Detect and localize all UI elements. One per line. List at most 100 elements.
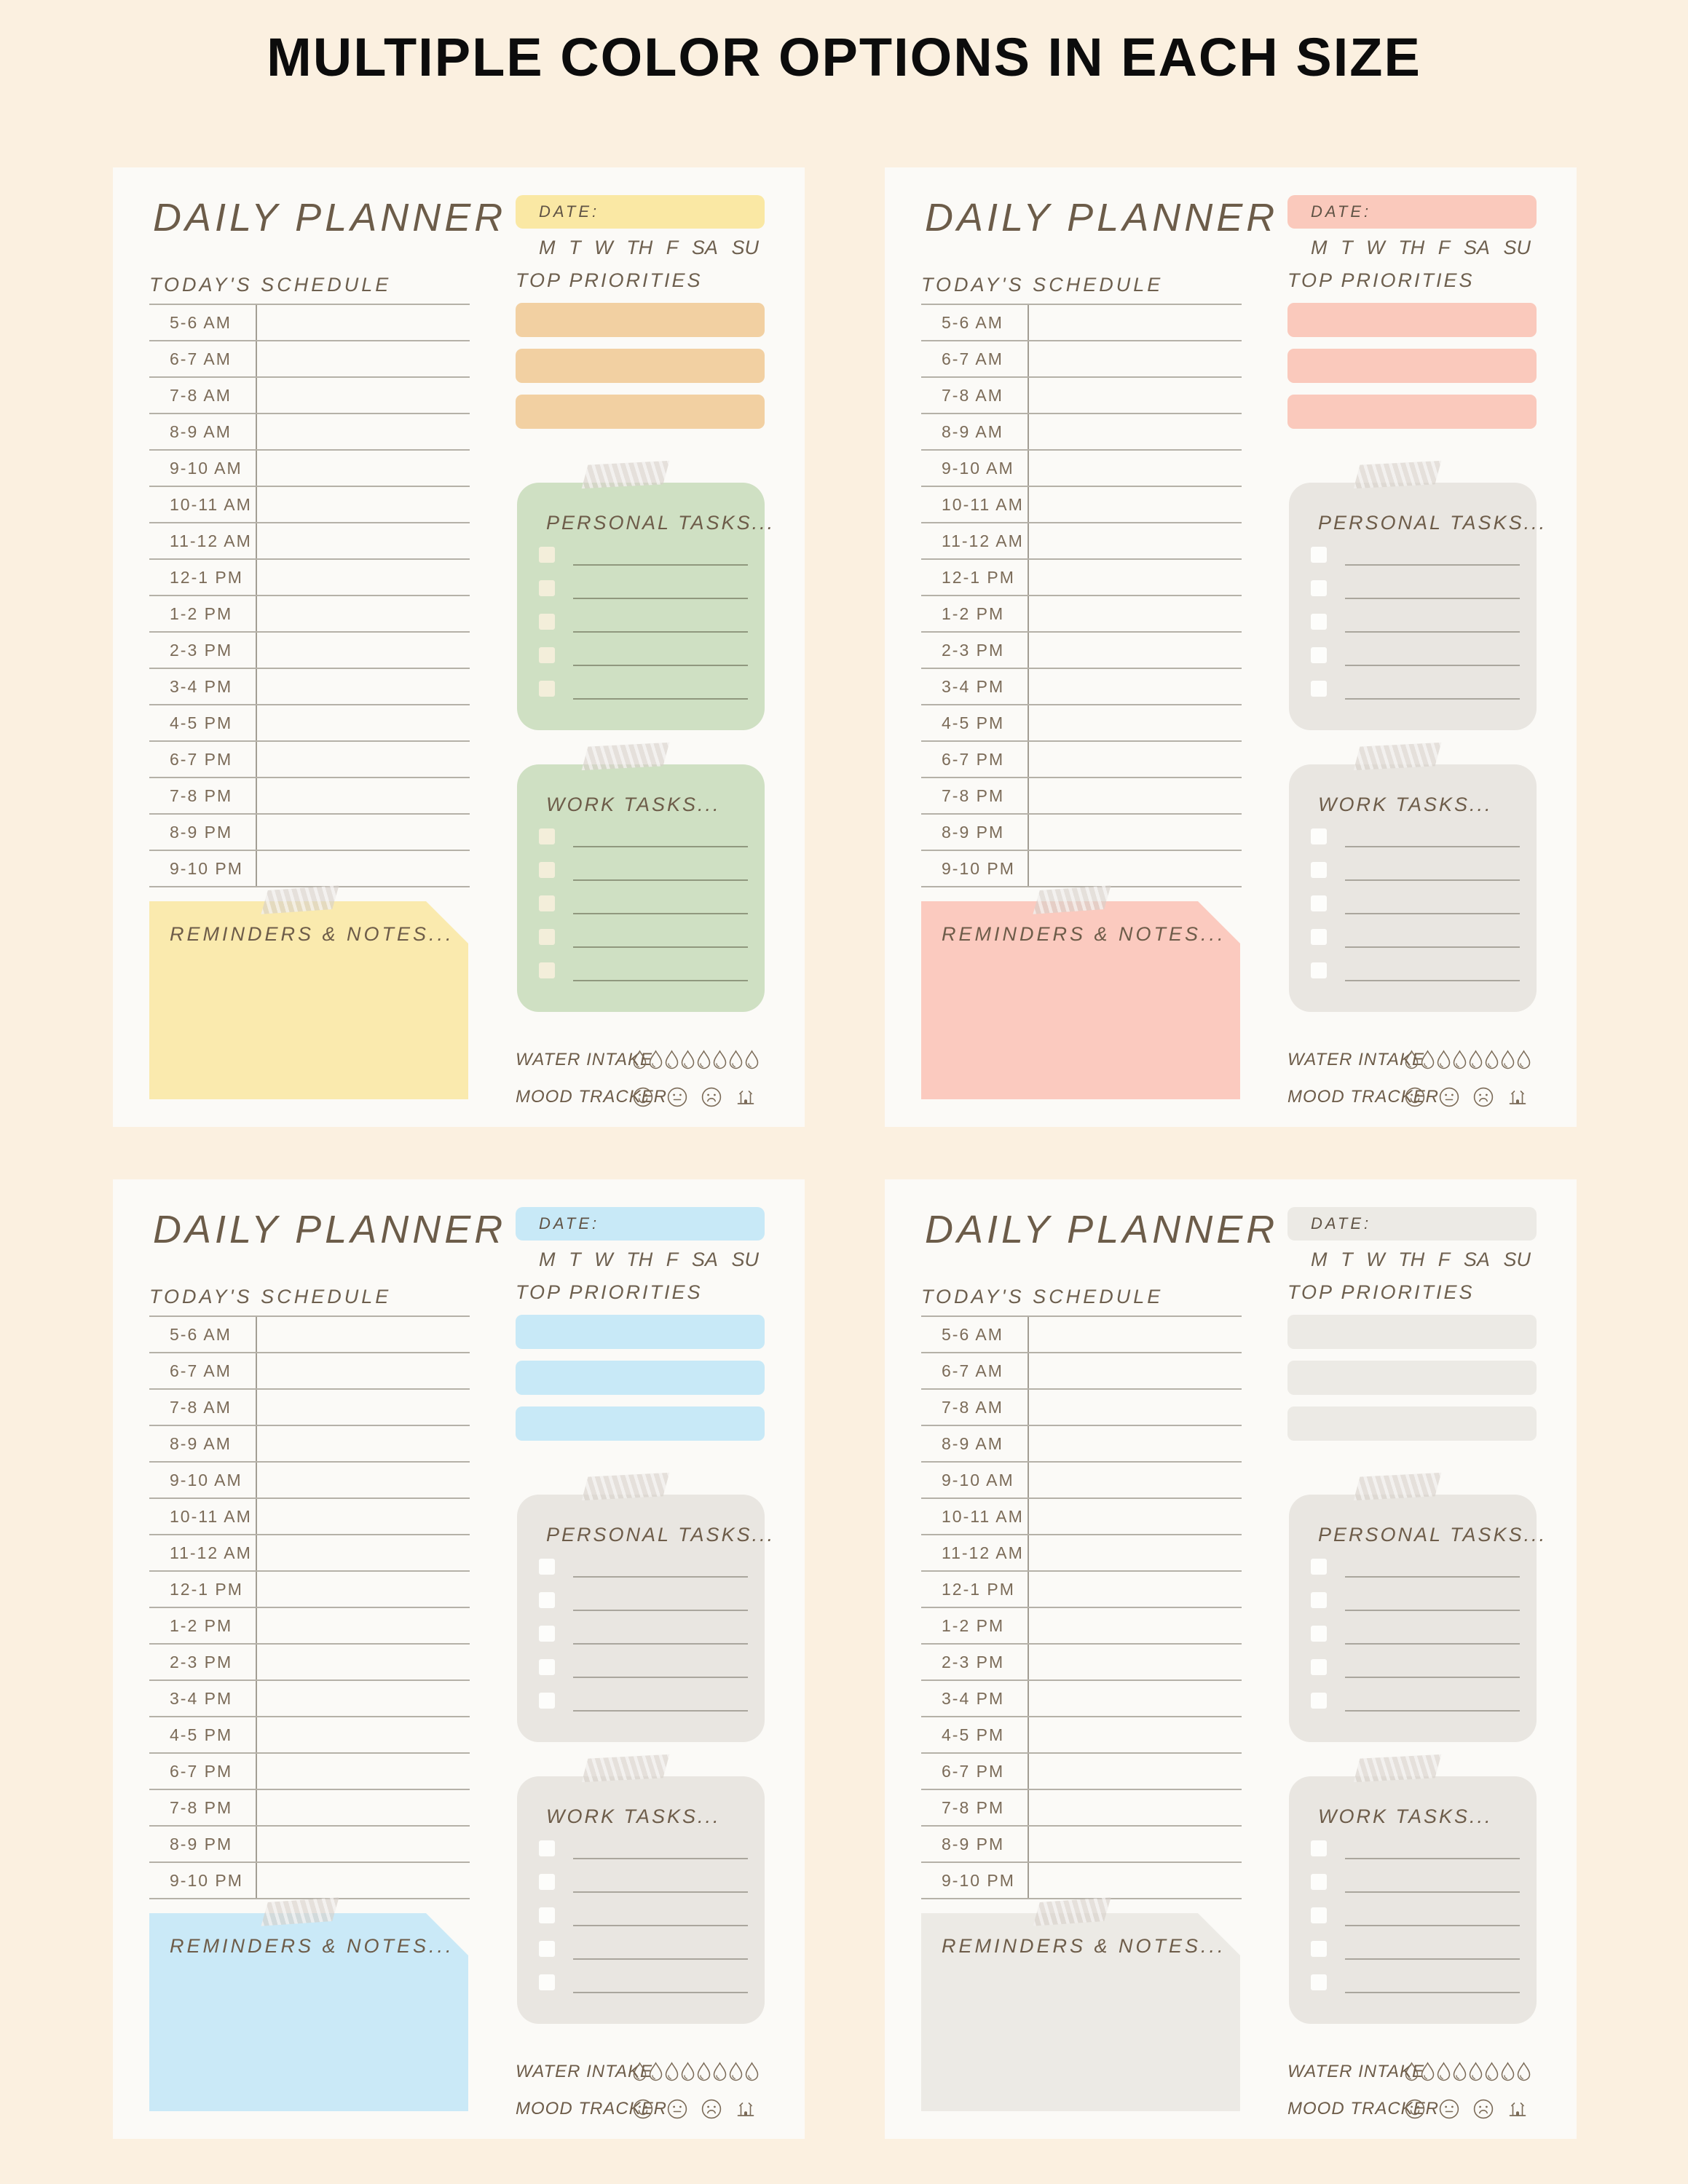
- task-checkbox[interactable]: [539, 862, 555, 878]
- task-checkbox[interactable]: [539, 647, 555, 663]
- task-checkbox[interactable]: [1311, 828, 1327, 844]
- schedule-entry-cell[interactable]: [257, 1608, 470, 1643]
- schedule-entry-cell[interactable]: [257, 1390, 470, 1425]
- weekday-su[interactable]: SU: [731, 237, 759, 258]
- schedule-entry-cell[interactable]: [1029, 1390, 1242, 1425]
- task-writing-line[interactable]: [573, 1643, 748, 1645]
- water-droplet-icon[interactable]: [728, 2062, 744, 2082]
- schedule-entry-cell[interactable]: [257, 560, 470, 595]
- task-writing-line[interactable]: [573, 1891, 748, 1893]
- schedule-entry-cell[interactable]: [257, 1754, 470, 1789]
- schedule-entry-cell[interactable]: [1029, 815, 1242, 850]
- reminders-panel[interactable]: REMINDERS & NOTES...: [149, 1913, 468, 2111]
- task-writing-line[interactable]: [1345, 1925, 1520, 1926]
- priority-slot[interactable]: [1287, 1361, 1537, 1395]
- house-icon[interactable]: [1507, 1086, 1529, 1108]
- weekday-w[interactable]: W: [594, 1249, 613, 1270]
- date-field[interactable]: DATE:: [1287, 195, 1537, 229]
- water-droplet-icon[interactable]: [1484, 1050, 1499, 1070]
- water-droplet-icon[interactable]: [664, 1050, 679, 1070]
- water-droplet-icon[interactable]: [680, 2062, 695, 2082]
- water-droplet-icon[interactable]: [696, 2062, 711, 2082]
- task-checkbox[interactable]: [539, 1840, 555, 1856]
- sad-face-icon[interactable]: [1472, 1086, 1494, 1108]
- water-droplet-icon[interactable]: [1500, 2062, 1515, 2082]
- weekday-m[interactable]: M: [539, 1249, 556, 1270]
- weekday-w[interactable]: W: [594, 237, 613, 258]
- water-droplet-icon[interactable]: [632, 1050, 647, 1070]
- priority-slot[interactable]: [1287, 1406, 1537, 1441]
- schedule-entry-cell[interactable]: [1029, 778, 1242, 813]
- schedule-entry-cell[interactable]: [1029, 378, 1242, 413]
- water-droplet-icon[interactable]: [744, 2062, 760, 2082]
- task-checkbox[interactable]: [539, 1941, 555, 1957]
- schedule-entry-cell[interactable]: [1029, 1754, 1242, 1789]
- schedule-entry-cell[interactable]: [257, 742, 470, 777]
- task-writing-line[interactable]: [1345, 1858, 1520, 1859]
- task-checkbox[interactable]: [539, 681, 555, 697]
- task-checkbox[interactable]: [1311, 1626, 1327, 1642]
- task-writing-line[interactable]: [573, 1710, 748, 1712]
- task-checkbox[interactable]: [1311, 962, 1327, 978]
- task-checkbox[interactable]: [1311, 580, 1327, 596]
- weekday-m[interactable]: M: [539, 237, 556, 258]
- water-droplet-icon[interactable]: [712, 1050, 727, 1070]
- water-droplet-icon[interactable]: [632, 2062, 647, 2082]
- schedule-entry-cell[interactable]: [257, 596, 470, 631]
- task-writing-line[interactable]: [573, 946, 748, 948]
- task-writing-line[interactable]: [1345, 946, 1520, 948]
- task-checkbox[interactable]: [1311, 1974, 1327, 1990]
- task-checkbox[interactable]: [539, 1693, 555, 1709]
- weekday-m[interactable]: M: [1311, 237, 1328, 258]
- schedule-entry-cell[interactable]: [1029, 1317, 1242, 1352]
- task-writing-line[interactable]: [573, 846, 748, 847]
- water-droplet-icon[interactable]: [648, 2062, 663, 2082]
- schedule-entry-cell[interactable]: [257, 1353, 470, 1388]
- schedule-entry-cell[interactable]: [257, 523, 470, 558]
- water-droplet-icon[interactable]: [648, 1050, 663, 1070]
- sad-face-icon[interactable]: [701, 1086, 722, 1108]
- water-droplet-icon[interactable]: [1468, 1050, 1483, 1070]
- task-checkbox[interactable]: [539, 1907, 555, 1923]
- house-icon[interactable]: [1507, 2098, 1529, 2120]
- neutral-face-icon[interactable]: [1438, 1086, 1460, 1108]
- house-icon[interactable]: [735, 1086, 757, 1108]
- schedule-entry-cell[interactable]: [1029, 1790, 1242, 1825]
- water-droplet-icon[interactable]: [1452, 2062, 1467, 2082]
- task-checkbox[interactable]: [539, 895, 555, 911]
- weekday-f[interactable]: F: [666, 237, 679, 258]
- water-droplet-icon[interactable]: [1436, 1050, 1451, 1070]
- task-checkbox[interactable]: [539, 580, 555, 596]
- schedule-entry-cell[interactable]: [257, 1317, 470, 1352]
- schedule-entry-cell[interactable]: [1029, 451, 1242, 486]
- task-checkbox[interactable]: [1311, 895, 1327, 911]
- water-droplet-icon[interactable]: [664, 2062, 679, 2082]
- schedule-entry-cell[interactable]: [1029, 1827, 1242, 1861]
- task-checkbox[interactable]: [539, 1592, 555, 1608]
- schedule-entry-cell[interactable]: [1029, 705, 1242, 740]
- task-writing-line[interactable]: [1345, 980, 1520, 981]
- reminders-panel[interactable]: REMINDERS & NOTES...: [921, 901, 1240, 1099]
- task-writing-line[interactable]: [1345, 1576, 1520, 1578]
- schedule-entry-cell[interactable]: [1029, 1717, 1242, 1752]
- priority-slot[interactable]: [516, 1361, 765, 1395]
- priority-slot[interactable]: [1287, 349, 1537, 383]
- weekday-w[interactable]: W: [1366, 237, 1385, 258]
- task-checkbox[interactable]: [539, 547, 555, 563]
- task-writing-line[interactable]: [1345, 1643, 1520, 1645]
- schedule-entry-cell[interactable]: [257, 851, 470, 886]
- weekday-su[interactable]: SU: [731, 1249, 759, 1270]
- schedule-entry-cell[interactable]: [257, 1463, 470, 1497]
- weekday-su[interactable]: SU: [1503, 237, 1531, 258]
- sad-face-icon[interactable]: [701, 2098, 722, 2120]
- neutral-face-icon[interactable]: [1438, 2098, 1460, 2120]
- task-writing-line[interactable]: [1345, 1891, 1520, 1893]
- schedule-entry-cell[interactable]: [257, 1681, 470, 1716]
- task-writing-line[interactable]: [573, 879, 748, 881]
- task-checkbox[interactable]: [1311, 929, 1327, 945]
- priority-slot[interactable]: [516, 303, 765, 337]
- schedule-entry-cell[interactable]: [1029, 851, 1242, 886]
- weekday-sa[interactable]: SA: [691, 1249, 718, 1270]
- water-droplet-icon[interactable]: [1468, 2062, 1483, 2082]
- schedule-entry-cell[interactable]: [1029, 341, 1242, 376]
